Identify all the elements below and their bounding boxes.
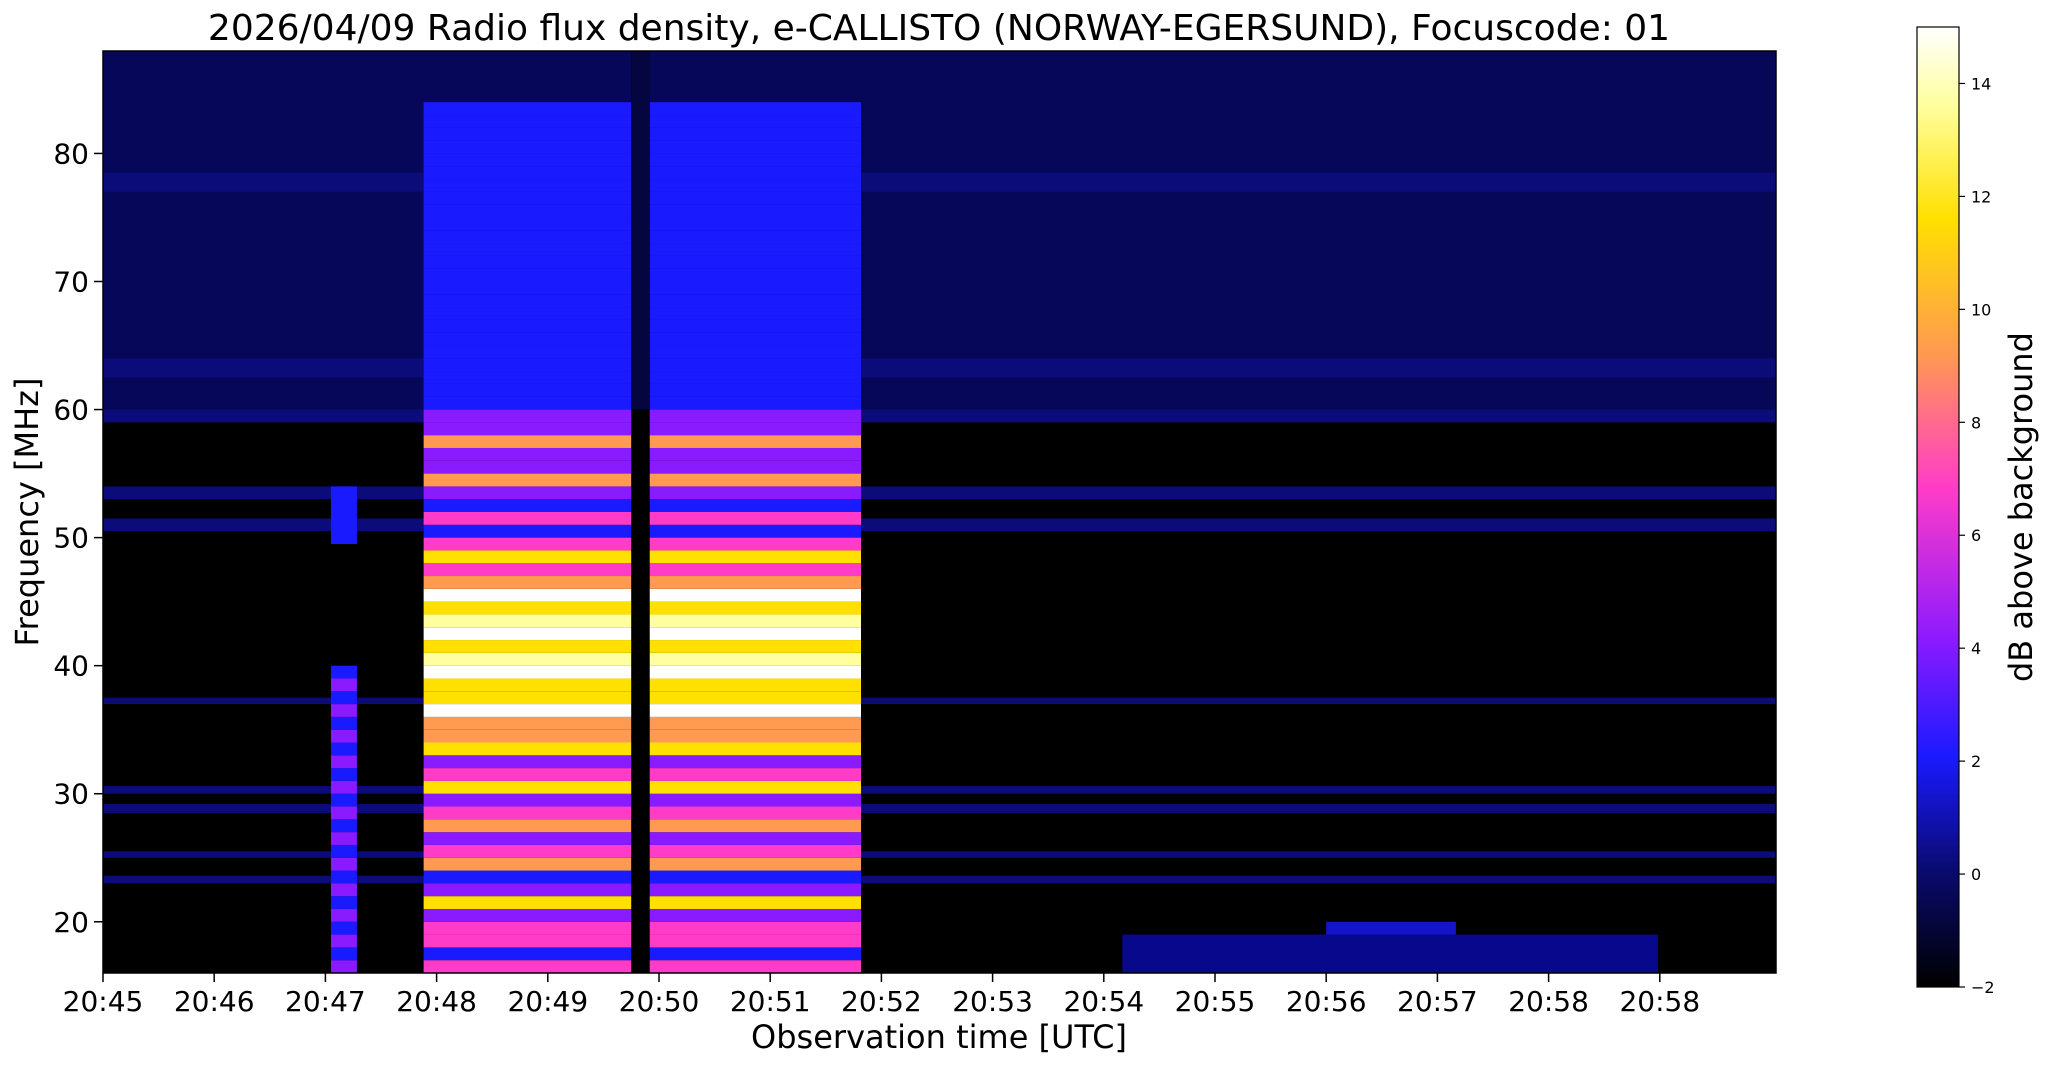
colorbar-tick-label: 4 bbox=[1971, 639, 1981, 658]
short-burst-band-84 bbox=[330, 934, 357, 948]
plot-area bbox=[103, 51, 1776, 973]
short-burst-band-86 bbox=[330, 908, 357, 922]
y-tick-label: 70 bbox=[53, 266, 89, 299]
colorbar-tick-label: 2 bbox=[1971, 752, 1981, 771]
short-burst-band-95 bbox=[330, 793, 357, 807]
colorbar bbox=[1916, 26, 1960, 988]
short-burst-band-92 bbox=[330, 832, 357, 845]
x-tick-label: 20:55 bbox=[1175, 985, 1256, 1018]
rfi-line-7 bbox=[103, 697, 1776, 705]
short-burst-band-85 bbox=[330, 921, 357, 935]
colorbar-tick-label: 10 bbox=[1971, 300, 1991, 319]
rfi-line-2 bbox=[103, 172, 1776, 192]
short-burst-band-98 bbox=[330, 755, 357, 769]
rfi-line-4 bbox=[103, 409, 1776, 423]
x-tick-label: 20:54 bbox=[1063, 985, 1144, 1018]
x-axis-label: Observation time [UTC] bbox=[751, 1018, 1127, 1056]
x-tick-label: 20:50 bbox=[619, 985, 700, 1018]
x-tick-label: 20:53 bbox=[952, 985, 1033, 1018]
y-axis: 20 30 40 50 60 70 80 bbox=[53, 137, 103, 939]
colorbar-tick-label: 12 bbox=[1971, 187, 1991, 206]
short-burst-band-91 bbox=[330, 844, 357, 858]
colorbar-ticks: −2 0 2 4 6 8 10 12 14 bbox=[1959, 74, 1995, 997]
x-tick-label: 20:47 bbox=[285, 985, 366, 1018]
y-tick-label: 50 bbox=[53, 522, 89, 555]
short-burst-band-90 bbox=[330, 857, 357, 871]
x-tick-label: 20:58 bbox=[1508, 985, 1589, 1018]
spectrogram-bands bbox=[103, 51, 1776, 973]
y-tick-label: 30 bbox=[53, 778, 89, 811]
short-burst-band-100 bbox=[330, 729, 357, 743]
x-tick-label: 20:45 bbox=[63, 985, 144, 1018]
rfi-line-9 bbox=[103, 803, 1776, 813]
gap-band-top-81 bbox=[631, 51, 650, 410]
y-axis-label: Frequency [MHz] bbox=[8, 378, 46, 647]
plot-frame bbox=[102, 50, 1777, 974]
x-tick-label: 20:49 bbox=[507, 985, 588, 1018]
rfi-line-3 bbox=[103, 358, 1776, 378]
rfi-line-8 bbox=[103, 786, 1776, 794]
short-burst-band-105 bbox=[330, 665, 357, 679]
x-tick-label: 20:57 bbox=[1397, 985, 1478, 1018]
short-burst-band-83 bbox=[330, 947, 357, 961]
colorbar-tick-label: −2 bbox=[1971, 978, 1995, 997]
y-tick-label: 40 bbox=[53, 650, 89, 683]
colorbar-tick-label: 0 bbox=[1971, 865, 1981, 884]
short-burst-band-94 bbox=[330, 806, 357, 820]
short-burst-band-82 bbox=[330, 960, 357, 973]
short-burst-band-102 bbox=[330, 704, 357, 717]
short-burst-band-87 bbox=[330, 896, 357, 909]
short-burst-band-89 bbox=[330, 870, 357, 884]
short-burst-band-99 bbox=[330, 742, 357, 756]
colorbar-label: dB above background bbox=[2002, 332, 2040, 682]
x-tick-label: 20:52 bbox=[841, 985, 922, 1018]
colorbar-tick-label: 14 bbox=[1971, 74, 1991, 93]
y-tick-label: 80 bbox=[53, 137, 89, 170]
short-burst-band-101 bbox=[330, 716, 357, 730]
colorbar-tick-label: 6 bbox=[1971, 526, 1981, 545]
rfi-line-10 bbox=[103, 851, 1776, 858]
short-burst-band-96 bbox=[330, 780, 357, 794]
x-tick-label: 20:48 bbox=[396, 985, 477, 1018]
short-burst-band-106 bbox=[330, 486, 357, 545]
x-axis: 20:45 20:46 20:47 20:48 20:49 20:50 20:51 20:52… bbox=[63, 973, 1700, 1018]
y-tick-label: 20 bbox=[53, 906, 89, 939]
x-tick-label: 20:58 bbox=[1619, 985, 1700, 1018]
chart-title: 2026/04/09 Radio flux density, e-CALLIST… bbox=[208, 8, 1670, 49]
short-burst-band-103 bbox=[330, 691, 357, 705]
short-burst-band-97 bbox=[330, 768, 357, 781]
x-tick-label: 20:56 bbox=[1286, 985, 1367, 1018]
short-burst-band-104 bbox=[330, 678, 357, 692]
bg-high-0 bbox=[103, 51, 1776, 410]
short-burst-band-93 bbox=[330, 819, 357, 833]
short-burst-band-88 bbox=[330, 883, 357, 897]
colorbar-tick-label: 8 bbox=[1971, 413, 1981, 432]
x-tick-label: 20:51 bbox=[730, 985, 811, 1018]
y-tick-label: 60 bbox=[53, 394, 89, 427]
weak-band-108 bbox=[1122, 934, 1658, 973]
x-tick-label: 20:46 bbox=[174, 985, 255, 1018]
rfi-line-11 bbox=[103, 875, 1776, 884]
